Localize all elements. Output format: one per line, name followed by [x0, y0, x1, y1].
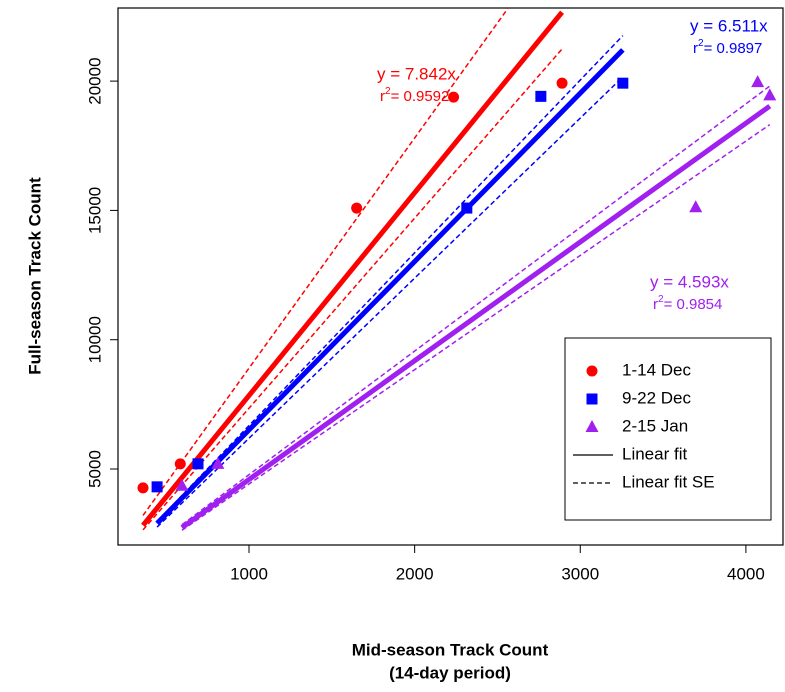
legend-marker — [585, 420, 599, 432]
x-tick-label: 4000 — [727, 564, 765, 583]
point — [689, 200, 703, 213]
fit-se-line — [142, 8, 510, 516]
point — [211, 456, 225, 469]
fit-se-line — [181, 85, 771, 526]
r2-part: 2 — [658, 294, 664, 305]
r2-part: 2 — [698, 38, 704, 49]
fit-se-line — [156, 35, 624, 522]
r2-part: r — [653, 296, 658, 313]
y-tick-label: 10000 — [85, 316, 104, 363]
x-axis-label: (14-day period) — [389, 663, 511, 682]
r2-part: r — [693, 40, 698, 57]
plot-area — [137, 8, 777, 531]
x-tick-label: 1000 — [230, 564, 268, 583]
point — [174, 458, 186, 470]
fit-line — [180, 104, 772, 530]
r2-part: = 0.9592 — [391, 88, 450, 105]
fit-equation: y = 4.593x — [650, 272, 729, 291]
legend-marker — [586, 393, 598, 405]
r2-part: r — [380, 88, 385, 105]
fit-equation: y = 6.511x — [690, 16, 768, 35]
point — [151, 481, 163, 493]
point — [556, 77, 568, 89]
fit-se-line — [181, 124, 771, 531]
fit-se-line — [156, 76, 624, 528]
fit-r2: r2= 0.9592 — [380, 86, 449, 105]
point — [137, 482, 149, 494]
fit-equation: y = 7.842x — [377, 64, 456, 83]
point — [617, 77, 629, 89]
legend-label: 2-15 Jan — [622, 416, 688, 435]
point — [535, 90, 547, 102]
y-tick-label: 5000 — [85, 450, 104, 488]
y-tick-label: 15000 — [85, 187, 104, 234]
point — [461, 202, 473, 214]
r2-part: = 0.9897 — [704, 40, 763, 57]
point — [351, 202, 363, 214]
x-tick-label: 3000 — [561, 564, 599, 583]
r2-part: = 0.9854 — [664, 296, 723, 313]
fit-line — [155, 48, 625, 526]
legend-label: Linear fit — [622, 444, 687, 463]
point — [192, 458, 204, 470]
r2-part: 2 — [385, 86, 391, 97]
legend-label: 1-14 Dec — [622, 360, 691, 379]
plot-frame — [117, 7, 784, 546]
y-tick-label: 20000 — [85, 57, 104, 104]
x-tick-label: 2000 — [396, 564, 434, 583]
y-axis-label: Full-season Track Count — [25, 177, 44, 375]
legend-box — [564, 337, 772, 521]
x-axis-label: Mid-season Track Count — [352, 640, 549, 659]
legend-label: Linear fit SE — [622, 472, 715, 491]
point — [751, 75, 765, 88]
point — [448, 91, 460, 103]
fit-r2: r2= 0.9897 — [693, 38, 762, 57]
point — [763, 88, 777, 101]
legend-marker — [586, 365, 598, 377]
fit-r2: r2= 0.9854 — [653, 294, 722, 313]
point — [175, 478, 189, 491]
legend-label: 9-22 Dec — [622, 388, 691, 407]
fit-line — [141, 10, 564, 527]
fit-se-line — [142, 48, 563, 531]
